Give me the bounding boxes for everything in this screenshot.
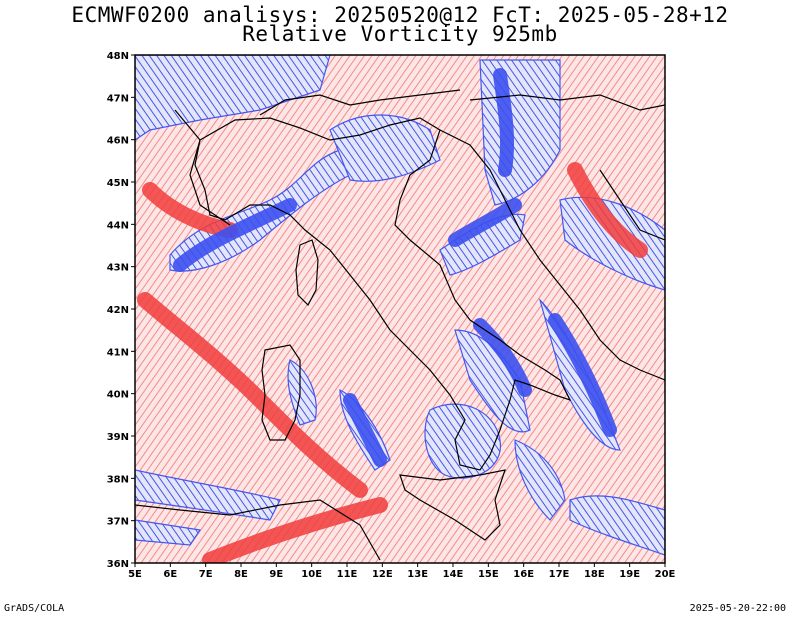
vorticity-field [135,55,665,563]
lat-label: 44N [107,220,129,231]
lat-label: 45N [107,178,129,189]
lat-label: 48N [107,51,129,62]
lon-label: 16E [513,569,534,580]
lon-label: 18E [584,569,605,580]
map-title: ECMWF0200 analisys: 20250520@12 FcT: 202… [71,3,729,27]
lon-label: 20E [655,569,676,580]
lat-label: 46N [107,136,129,147]
lat-label: 39N [107,432,129,443]
lat-label: 36N [107,559,129,570]
country-borders [135,89,665,561]
lon-label: 7E [199,569,213,580]
lon-label: 14E [443,569,464,580]
latitude-axis: 48N 47N 46N 45N 44N 43N 42N 41N 40N 39N 38N 37N 36N [107,51,135,570]
lon-label: 8E [234,569,248,580]
lon-label: 10E [301,569,322,580]
lon-label: 12E [372,569,393,580]
lat-label: 38N [107,474,129,485]
lat-label: 41N [107,347,129,358]
lat-label: 37N [107,517,129,528]
lon-label: 17E [549,569,570,580]
lon-label: 6E [163,569,177,580]
lon-label: 5E [128,569,142,580]
footer-timestamp: 2025-05-20-22:00 [689,603,786,614]
lat-label: 47N [107,93,129,104]
lat-label: 42N [107,305,129,316]
lon-label: 11E [337,569,358,580]
lon-label: 19E [619,569,640,580]
lat-label: 40N [107,390,129,401]
lon-label: 13E [407,569,428,580]
footer-credit: GrADS/COLA [4,603,65,614]
lat-label: 43N [107,263,129,274]
lon-label: 9E [269,569,283,580]
lon-label: 15E [478,569,499,580]
map-subtitle: Relative Vorticity 925mb [242,22,558,46]
longitude-axis: 5E 6E 7E 8E 9E 10E 11E 12E 13E 14E 15E 16E 17E 18E 19E… [128,563,676,580]
